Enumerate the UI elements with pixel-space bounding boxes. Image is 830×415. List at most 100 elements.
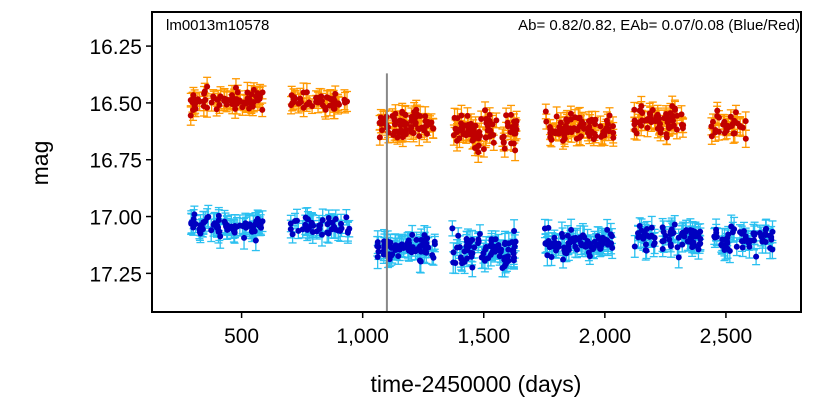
data-point: [491, 248, 498, 255]
data-point: [609, 244, 616, 251]
data-point: [650, 241, 657, 248]
data-point: [330, 105, 337, 112]
data-point: [304, 216, 311, 223]
data-point: [408, 113, 415, 120]
data-point: [486, 112, 493, 119]
data-point: [478, 254, 485, 261]
data-point: [708, 123, 715, 130]
data-point: [213, 106, 220, 113]
data-point: [482, 107, 489, 114]
data-point: [259, 106, 266, 113]
data-point: [564, 232, 571, 239]
data-point: [393, 128, 400, 135]
data-point: [231, 229, 238, 236]
data-point: [511, 228, 518, 235]
x-tick-label: 500: [224, 325, 259, 348]
data-point: [191, 102, 198, 109]
data-point: [300, 104, 307, 111]
data-point: [638, 103, 645, 110]
data-point: [711, 234, 718, 241]
data-point: [548, 253, 555, 260]
data-point: [567, 110, 574, 117]
data-point: [586, 123, 593, 130]
data-point: [598, 133, 605, 140]
y-tick-label: 17.00: [89, 207, 142, 230]
data-point: [604, 226, 611, 233]
data-point: [671, 221, 678, 228]
data-point: [310, 222, 317, 229]
data-point: [731, 117, 738, 124]
data-point: [674, 244, 681, 251]
data-point: [639, 109, 646, 116]
data-point: [318, 231, 325, 238]
data-point: [762, 226, 769, 233]
data-point: [655, 113, 662, 120]
y-tick-label: 16.50: [89, 93, 142, 116]
data-point: [313, 94, 320, 101]
axes-layer: 500 1,000 1,500 2,000 2,500 16.25 16.50 16.75 17…: [89, 36, 752, 348]
data-point: [724, 245, 731, 252]
data-point: [401, 119, 408, 126]
data-point: [567, 116, 574, 123]
x-tick-label: 1,000: [336, 325, 389, 348]
data-point: [675, 254, 682, 261]
data-point: [465, 121, 472, 128]
data-point: [581, 125, 588, 132]
data-point: [454, 137, 461, 144]
data-point: [508, 111, 515, 118]
data-point: [498, 246, 505, 253]
data-point: [392, 121, 399, 128]
data-point: [469, 137, 476, 144]
y-axis-title: mag: [27, 141, 53, 186]
data-point: [578, 242, 585, 249]
data-point: [606, 112, 613, 119]
data-point: [697, 240, 704, 247]
data-point: [484, 122, 491, 129]
data-point: [660, 237, 667, 244]
data-point: [756, 229, 763, 236]
data-point: [380, 247, 387, 254]
data-point: [753, 253, 760, 260]
data-point: [200, 98, 207, 105]
y-tick-label: 16.25: [89, 36, 142, 59]
data-point: [489, 121, 496, 128]
data-point: [329, 219, 336, 226]
data-point: [565, 129, 572, 136]
data-point: [737, 229, 744, 236]
data-point: [476, 132, 483, 139]
data-point: [721, 119, 728, 126]
data-point: [336, 101, 343, 108]
data-point: [332, 90, 339, 97]
data-point: [417, 258, 424, 265]
data-point: [583, 243, 590, 250]
data-point: [216, 102, 223, 109]
data-point: [402, 111, 409, 118]
data-point: [458, 255, 465, 262]
data-point: [302, 221, 309, 228]
data-point: [450, 132, 457, 139]
data-point: [325, 214, 332, 221]
data-point: [589, 246, 596, 253]
data-point: [670, 117, 677, 124]
data-point: [649, 107, 656, 114]
data-point: [638, 227, 645, 234]
data-point: [591, 121, 598, 128]
data-point: [713, 229, 720, 236]
data-point: [452, 260, 459, 267]
data-point: [197, 222, 204, 229]
data-point: [210, 93, 217, 100]
data-point: [585, 249, 592, 256]
data-point: [732, 109, 739, 116]
x-tick-label: 1,500: [457, 325, 510, 348]
data-point: [573, 246, 580, 253]
data-point: [592, 116, 599, 123]
data-point: [208, 99, 215, 106]
data-point: [610, 134, 617, 141]
data-point: [343, 214, 350, 221]
data-point: [635, 234, 642, 241]
data-point: [191, 211, 198, 218]
data-point: [375, 248, 382, 255]
data-point: [200, 103, 207, 110]
data-point: [502, 254, 509, 261]
